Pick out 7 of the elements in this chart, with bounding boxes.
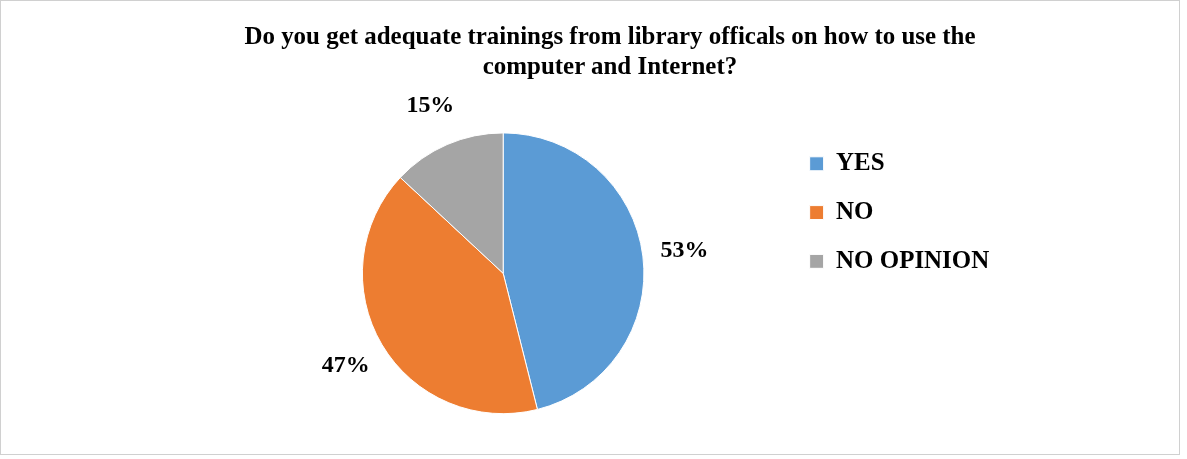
chart-title: Do you get adequate trainings from library officals on how to use the computer and Internet? [244,22,976,80]
legend-label: NO OPINION [836,245,990,273]
data-label: 47% [321,351,370,377]
legend-label: NO [836,197,874,224]
legend-label: YES [836,148,885,176]
data-label: 53% [660,236,709,263]
data-label: 15% [406,91,455,118]
